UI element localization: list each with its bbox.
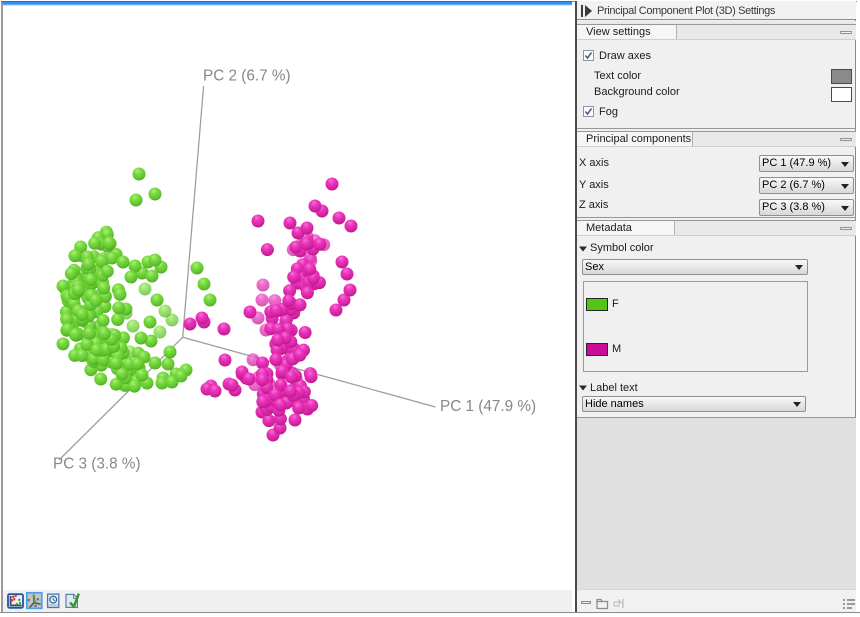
svg-text:PC 2 (6.7 %): PC 2 (6.7 %) bbox=[203, 68, 291, 85]
svg-text:PC 1 (47.9 %): PC 1 (47.9 %) bbox=[440, 398, 536, 415]
svg-text:PC 3 (3.8 %): PC 3 (3.8 %) bbox=[53, 456, 141, 473]
